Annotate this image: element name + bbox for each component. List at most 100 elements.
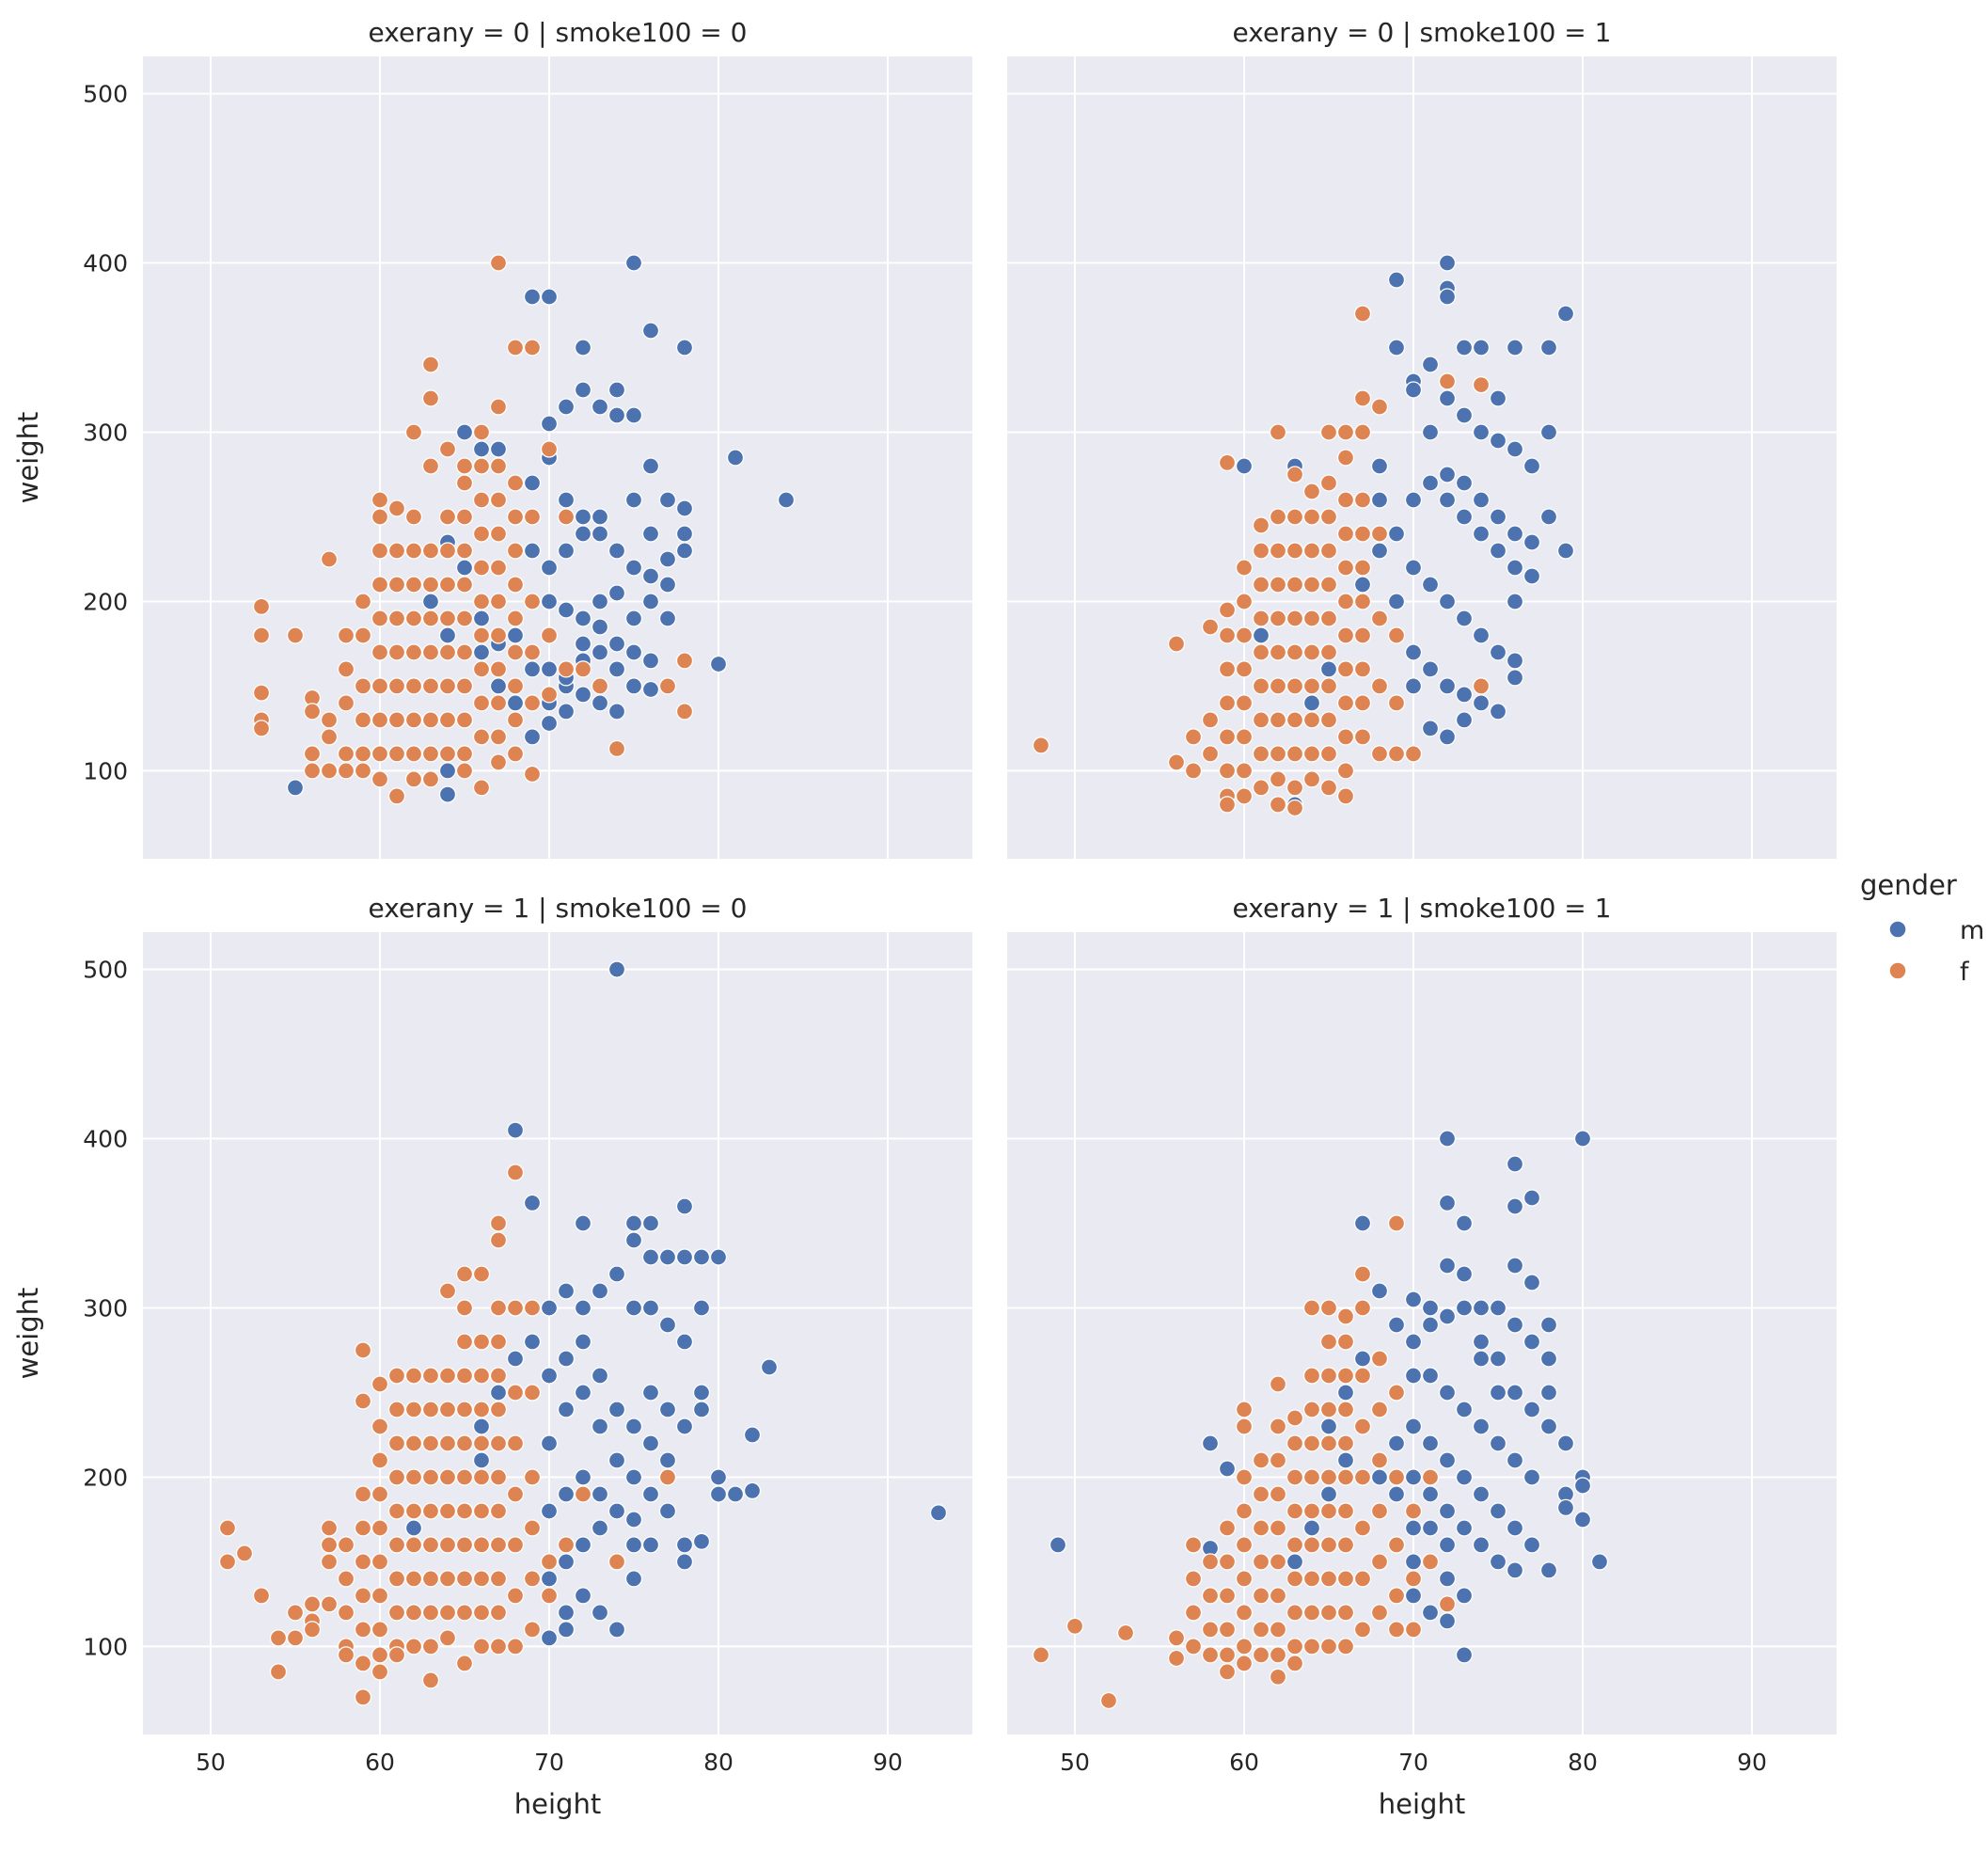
data-point-m [1455,1299,1474,1317]
data-point-m [1489,703,1507,721]
data-point-f [1353,1417,1372,1435]
data-point-f [523,643,542,661]
data-point-f [455,643,474,661]
data-point-f [1353,1265,1372,1283]
data-point-m [726,449,745,467]
data-point-f [438,711,457,729]
data-point-m [692,1384,711,1402]
data-point-f [1387,1536,1406,1554]
data-point-f [1252,1485,1270,1503]
data-point-f [1353,1299,1372,1317]
data-point-f [1286,745,1304,763]
data-point-f [1387,1621,1406,1639]
x-tick-label: 70 [1398,1749,1428,1776]
data-point-m [1472,1350,1491,1368]
data-point-f [1269,576,1287,594]
data-point-f [1370,398,1389,416]
data-point-f [1336,1434,1355,1452]
data-point-f [1235,593,1254,610]
data-point-f [472,1367,491,1385]
data-point-f [1370,1451,1389,1469]
data-point-f [1218,762,1237,780]
data-point-m [641,1536,660,1554]
data-point-m [1353,1350,1372,1368]
data-point-f [506,711,525,729]
data-point-m [1370,1282,1389,1300]
data-point-m [607,381,626,399]
data-point-m [1421,356,1440,373]
data-point-f [1319,474,1338,492]
data-point-m [607,1401,626,1418]
data-point-m [1573,1477,1592,1495]
data-point-m [506,1350,525,1368]
data-point-m [1523,1333,1541,1351]
data-point-m [1438,389,1457,407]
data-point-f [371,542,389,560]
data-point-f [1370,745,1389,763]
data-point-f [354,677,372,695]
data-point-f [421,1401,440,1418]
data-point-f [472,457,491,475]
data-point-f [489,1299,508,1317]
legend-marker-f [1888,961,1907,980]
data-point-m [1506,593,1524,610]
data-point-f [1336,559,1355,577]
data-point-f [1235,787,1254,805]
data-point-m [1539,1316,1558,1334]
data-point-m [540,1502,559,1520]
data-point-m [574,1468,592,1486]
data-point-f [1336,626,1355,644]
data-point-f [421,610,440,627]
data-point-f [1286,466,1304,483]
data-point-f [1167,635,1186,653]
data-point-f [1336,1333,1355,1351]
data-point-m [523,474,542,492]
data-point-f [489,694,508,712]
data-point-m [540,1629,559,1647]
data-point-m [1472,1333,1491,1351]
data-point-f [1286,1502,1304,1520]
data-point-f [1286,1638,1304,1655]
data-point-f [1302,643,1321,661]
data-point-m [1235,457,1254,475]
data-point-f [523,1384,542,1402]
data-point-f [404,1468,423,1486]
data-point-f [1167,1629,1186,1647]
data-point-f [421,389,440,407]
data-point-m [1438,491,1457,509]
data-point-m [540,415,559,433]
data-point-m [1252,626,1270,644]
data-point-m [523,660,542,678]
data-point-m [1218,1460,1237,1478]
data-point-m [1573,1511,1592,1528]
data-point-m [574,339,592,356]
data-point-f [1286,1570,1304,1588]
data-point-f [1235,1604,1254,1622]
data-point-m [1455,474,1474,492]
data-point-f [540,626,559,644]
data-point-m [1539,1417,1558,1435]
data-point-m [591,643,609,661]
data-point-m [1455,1214,1474,1232]
data-point-f [1319,610,1338,627]
data-point-m [641,322,660,340]
data-point-f [523,1621,542,1639]
data-point-m [1404,1291,1423,1308]
data-point-m [641,1214,660,1232]
data-point-f [1353,389,1372,407]
data-point-m [1556,542,1575,560]
data-point-f [489,1502,508,1520]
data-point-m [1455,339,1474,356]
data-point-f [1218,1587,1237,1605]
data-point-f [489,1604,508,1622]
data-point-f [1286,779,1304,797]
data-point-m [574,610,592,627]
data-point-f [354,1519,372,1537]
data-point-f [1336,1401,1355,1418]
data-point-f [354,1341,372,1359]
data-point-f [421,677,440,695]
data-point-m [692,1401,711,1418]
data-point-f [1184,728,1203,746]
data-point-m [1472,1485,1491,1503]
data-point-f [1218,796,1237,814]
